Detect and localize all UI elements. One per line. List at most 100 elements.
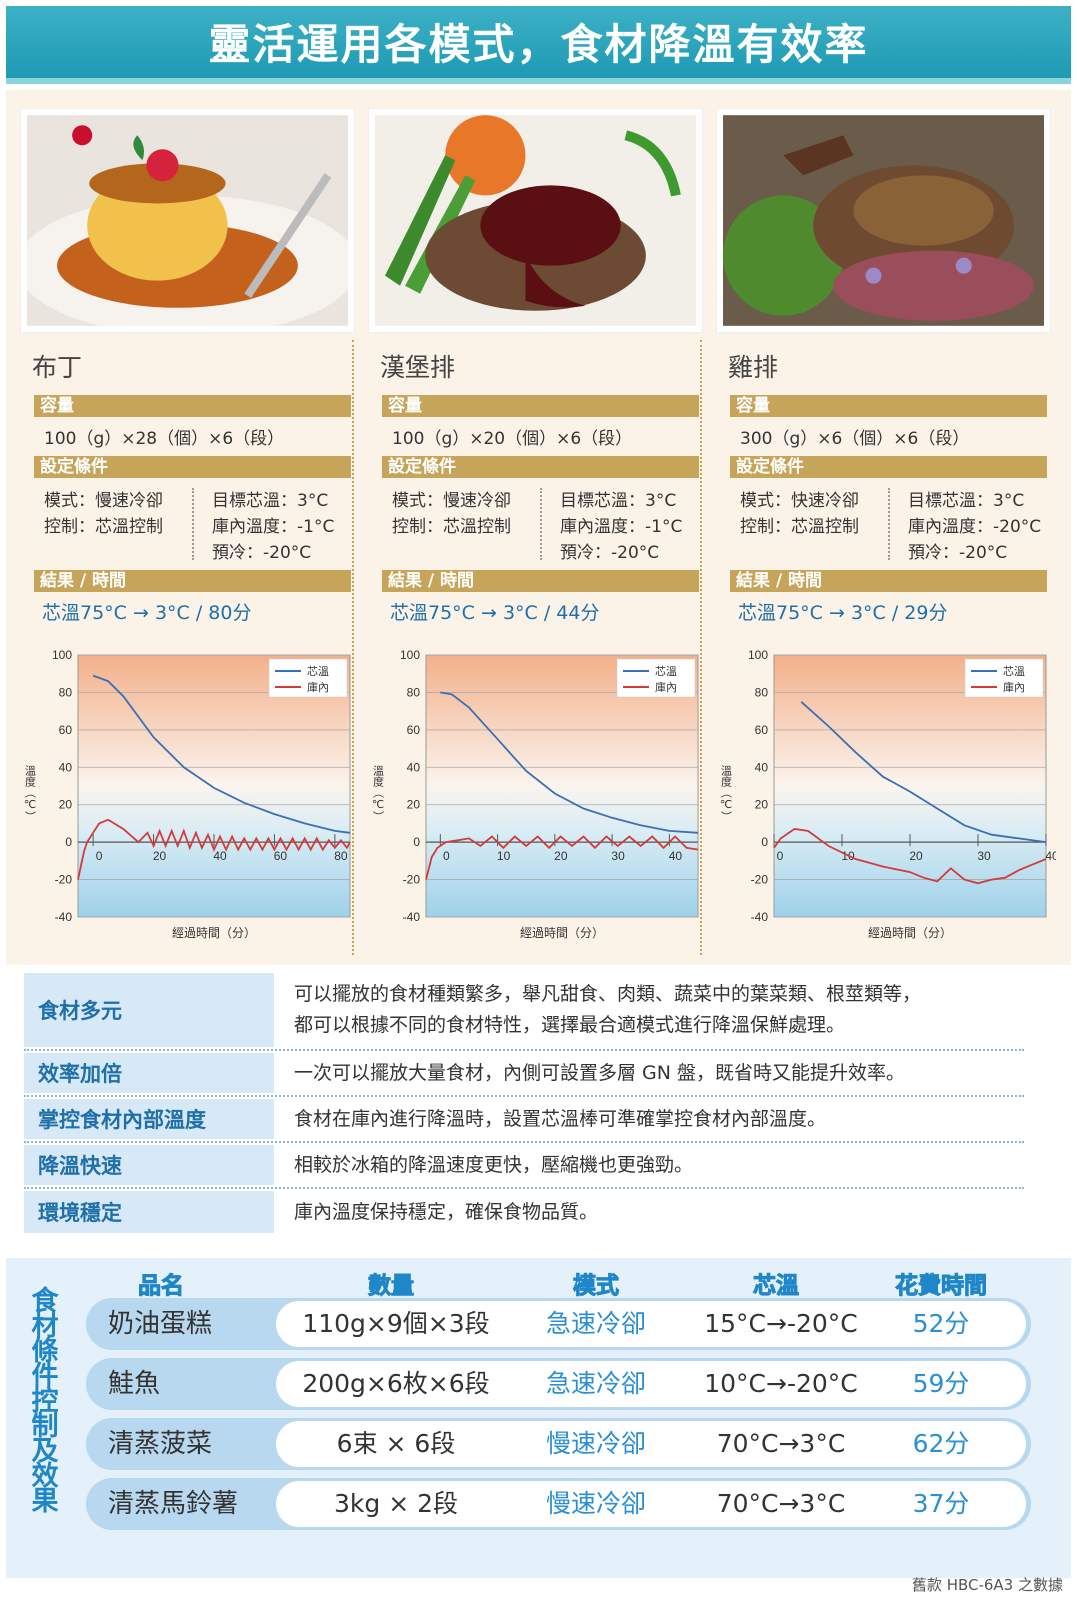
features-section: 食材多元 可以擺放的食材種類繁多，舉凡甜食、肉類、蔬菜中的葉菜類、根莖類等， 都…	[6, 965, 1071, 1255]
feature-label: 掌控食材內部溫度	[24, 1099, 274, 1139]
food-column-hamburg: 漢堡排 容量 100（g）×20（個）×6（段） 設定條件 模式：慢速冷卻 控制…	[368, 90, 703, 965]
y-tick-label: 100	[400, 648, 420, 662]
x-tick-label: 30	[977, 849, 991, 863]
y-tick-label: 100	[748, 648, 768, 662]
result-bar: 結果 / 時間	[382, 570, 699, 592]
legend-label: 芯溫	[1003, 664, 1025, 678]
result-text: 芯溫75°C → 3°C / 44分	[390, 602, 600, 624]
y-tick-label: 20	[755, 798, 769, 812]
footnote: 舊款 HBC-6A3 之數據	[911, 1576, 1063, 1594]
capacity-value: 100（g）×28（個）×6（段）	[44, 429, 285, 449]
food-name: 布丁	[32, 353, 83, 382]
mode-text: 模式：快速冷卻	[740, 491, 859, 511]
y-tick-label: 60	[59, 723, 73, 737]
hamburg-image	[375, 115, 696, 326]
temperature-chart-hamburg: 100 80 60 40 20 0 -20 -40 0 10 20 30 40 溫度（℃） 經過時間（分） 芯…	[372, 648, 699, 940]
temperature-chart-pudding: 100 80 60 40 20 0 -20 -40 0 20 40 60 80 溫度（℃） 經過時間（分） 芯…	[24, 648, 351, 940]
capacity-bar: 容量	[34, 395, 351, 417]
series-line-inside	[425, 835, 699, 880]
feature-row: 掌控食材內部溫度 食材在庫內進行降溫時，設置芯溫棒可準確掌控食材內部溫度。	[24, 1099, 1024, 1139]
row-qty: 3kg × 2段	[334, 1489, 458, 1518]
y-axis-label: 溫度（℃）	[24, 764, 37, 822]
plot-area	[773, 654, 1047, 918]
series-line-core	[440, 691, 699, 834]
feature-separator	[24, 1049, 1024, 1051]
row-values: 6束 × 6段 慢速冷卻 70°C→3°C 62分	[276, 1421, 1026, 1467]
feature-row: 降溫快速 相較於冰箱的降溫速度更快，壓縮機也更強勁。	[24, 1145, 1024, 1185]
feature-desc: 一次可以擺放大量食材，內側可設置多層 GN 盤，既省時又能提升效率。	[294, 1061, 906, 1084]
table-header: 品名	[138, 1273, 185, 1300]
table-side-title: 食材條件控制及效果	[26, 1285, 58, 1511]
feature-label: 效率加倍	[24, 1053, 274, 1093]
mode-text: 模式：慢速冷卻	[392, 491, 511, 511]
feature-desc-line: 可以擺放的食材種類繁多，舉凡甜食、肉類、蔬菜中的葉菜類、根莖類等，	[294, 983, 922, 1005]
legend-label: 芯溫	[655, 664, 677, 678]
y-tick-label: 40	[755, 760, 769, 774]
inside-temp-text: 庫內溫度：-20°C	[908, 517, 1042, 537]
table-header: 花費時間	[895, 1273, 988, 1300]
conditions-divider	[192, 488, 194, 560]
feature-desc: 可以擺放的食材種類繁多，舉凡甜食、肉類、蔬菜中的葉菜類、根莖類等， 都可以根據不…	[294, 973, 921, 1047]
x-axis-label: 經過時間（分）	[172, 926, 256, 940]
result-text: 芯溫75°C → 3°C / 29分	[738, 602, 948, 624]
series-line-core	[800, 701, 1047, 843]
x-tick-label: 40	[669, 849, 683, 863]
feature-label: 降溫快速	[24, 1145, 274, 1185]
table-header: 模式	[573, 1273, 620, 1300]
row-time: 52分	[912, 1309, 970, 1338]
precool-text: 預冷：-20°C	[560, 543, 660, 563]
y-tick-label: 80	[755, 685, 769, 699]
food-column-pudding: 布丁 容量 100（g）×28（個）×6（段） 設定條件 模式：慢速冷卻 控制：…	[20, 90, 355, 965]
capacity-bar: 容量	[730, 395, 1047, 417]
legend-label: 芯溫	[307, 664, 329, 678]
row-values: 200g×6枚×6段 急速冷卻 10°C→-20°C 59分	[276, 1361, 1026, 1407]
control-text: 控制：芯溫控制	[44, 517, 163, 537]
feature-label: 食材多元	[24, 973, 274, 1047]
x-axis-label: 經過時間（分）	[868, 926, 952, 940]
precool-text: 預冷：-20°C	[908, 543, 1008, 563]
feature-row: 環境穩定 庫內溫度保持穩定，確保食物品質。	[24, 1191, 1024, 1233]
feature-desc: 食材在庫內進行降溫時，設置芯溫棒可準確掌控食材內部溫度。	[294, 1107, 827, 1130]
results-table-section: 食材條件控制及效果 品名 數量 模式 芯溫 花費時間 奶油蛋糕 110g×9個×…	[6, 1258, 1071, 1578]
row-temp: 10°C→-20°C	[704, 1369, 858, 1398]
food-comparison-section: 布丁 容量 100（g）×28（個）×6（段） 設定條件 模式：慢速冷卻 控制：…	[6, 90, 1071, 965]
target-text: 目標芯溫：3°C	[908, 491, 1025, 511]
feature-label: 環境穩定	[24, 1191, 274, 1233]
feature-row: 效率加倍 一次可以擺放大量食材，內側可設置多層 GN 盤，既省時又能提升效率。	[24, 1053, 1024, 1093]
table-row: 鮭魚 200g×6枚×6段 急速冷卻 10°C→-20°C 59分	[86, 1358, 1031, 1410]
pudding-image	[27, 115, 348, 326]
y-tick-label: 60	[755, 723, 769, 737]
table-row: 奶油蛋糕 110g×9個×3段 急速冷卻 15°C→-20°C 52分	[86, 1298, 1031, 1350]
x-axis-label: 經過時間（分）	[520, 926, 604, 940]
row-name: 奶油蛋糕	[108, 1309, 213, 1339]
result-bar: 結果 / 時間	[730, 570, 1047, 592]
y-axis-label: 溫度（℃）	[372, 764, 385, 822]
legend-box	[616, 658, 696, 698]
chicken-photo	[716, 108, 1051, 333]
y-axis-label: 溫度（℃）	[720, 764, 733, 822]
row-temp: 15°C→-20°C	[704, 1309, 858, 1338]
legend-label: 庫內	[307, 680, 329, 694]
result-bar: 結果 / 時間	[34, 570, 351, 592]
target-text: 目標芯溫：3°C	[560, 491, 677, 511]
table-header: 數量	[368, 1273, 415, 1300]
conditions-bar: 設定條件	[34, 456, 351, 478]
row-time: 37分	[912, 1489, 970, 1518]
y-tick-label: 60	[407, 723, 421, 737]
x-tick-label: 30	[611, 849, 625, 863]
x-tick-label: 20	[153, 849, 167, 863]
conditions-divider	[540, 488, 542, 560]
feature-row: 食材多元 可以擺放的食材種類繁多，舉凡甜食、肉類、蔬菜中的葉菜類、根莖類等， 都…	[24, 973, 1024, 1047]
legend-box	[268, 658, 348, 698]
conditions-bar: 設定條件	[730, 456, 1047, 478]
row-name: 清蒸菠菜	[108, 1429, 213, 1459]
y-tick-label: 20	[59, 798, 73, 812]
y-tick-label: -40	[55, 910, 73, 924]
mode-text: 模式：慢速冷卻	[44, 491, 163, 511]
feature-desc-line: 都可以根據不同的食材特性，選擇最合適模式進行降溫保鮮處理。	[294, 1014, 846, 1036]
row-temp: 70°C→3°C	[716, 1429, 846, 1458]
y-tick-label: 40	[407, 760, 421, 774]
legend-box	[964, 658, 1044, 698]
conditions-divider	[888, 488, 890, 560]
